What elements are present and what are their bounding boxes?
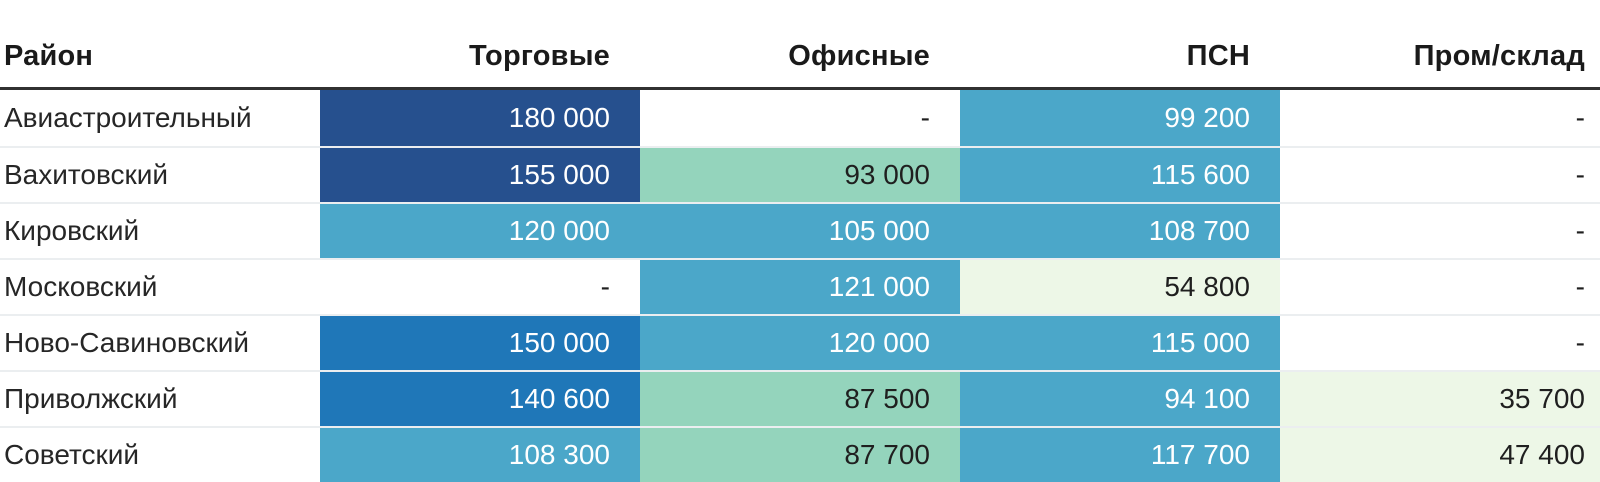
value-cell: 115 600 [960,148,1280,202]
value-cell: 115 000 [960,316,1280,370]
column-header-psn: ПСН [1186,40,1250,72]
table-body: Авиастроительный 180 000-99 200- Вахитовск… [0,90,1600,482]
column-header-office: Офисные [788,40,930,72]
table-row: Московский -121 000 54 800- [0,258,1600,314]
table-row: Приволжский 140 600 87 500 94 100 35 700 [0,370,1600,426]
district-cell: Вахитовский [0,148,320,202]
column-header-district: Район [4,40,94,72]
value-cell: 140 600 [320,372,640,426]
district-cell: Кировский [0,204,320,258]
value-cell: 180 000 [320,90,640,146]
district-cell: Приволжский [0,372,320,426]
value-cell: - [1280,90,1600,146]
column-header-industrial: Пром/склад [1413,40,1585,72]
value-cell: - [1280,148,1600,202]
value-cell: - [1280,260,1600,314]
value-cell: 35 700 [1280,372,1600,426]
value-cell: 47 400 [1280,428,1600,482]
value-cell: 120 000 [640,316,960,370]
table-row: Вахитовский 155 000 93 000 115 600- [0,146,1600,202]
table-row: Ново-Савиновский 150 000 120 000 115 000- [0,314,1600,370]
value-cell: - [1280,316,1600,370]
value-cell: 87 700 [640,428,960,482]
district-cell: Ново-Савиновский [0,316,320,370]
column-header-retail: Торговые [468,40,610,72]
value-cell: 93 000 [640,148,960,202]
value-cell: 87 500 [640,372,960,426]
value-cell: 105 000 [640,204,960,258]
value-cell: 94 100 [960,372,1280,426]
district-cell: Московский [0,260,320,314]
value-cell: 99 200 [960,90,1280,146]
value-cell: 117 700 [960,428,1280,482]
value-cell: 108 700 [960,204,1280,258]
table-row: Советский 108 300 87 700 117 700 47 400 [0,426,1600,482]
district-cell: Советский [0,428,320,482]
value-cell: 150 000 [320,316,640,370]
value-cell: 108 300 [320,428,640,482]
value-cell: 54 800 [960,260,1280,314]
table-header-row: Район Торговые Офисные ПСН Пром/склад [0,0,1600,90]
table-row: Кировский 120 000 105 000 108 700- [0,202,1600,258]
value-cell: 120 000 [320,204,640,258]
value-cell: 155 000 [320,148,640,202]
value-cell: - [320,260,640,314]
value-cell: 121 000 [640,260,960,314]
value-cell: - [1280,204,1600,258]
table-row: Авиастроительный 180 000-99 200- [0,90,1600,146]
district-cell: Авиастроительный [0,90,320,146]
value-cell: - [640,90,960,146]
